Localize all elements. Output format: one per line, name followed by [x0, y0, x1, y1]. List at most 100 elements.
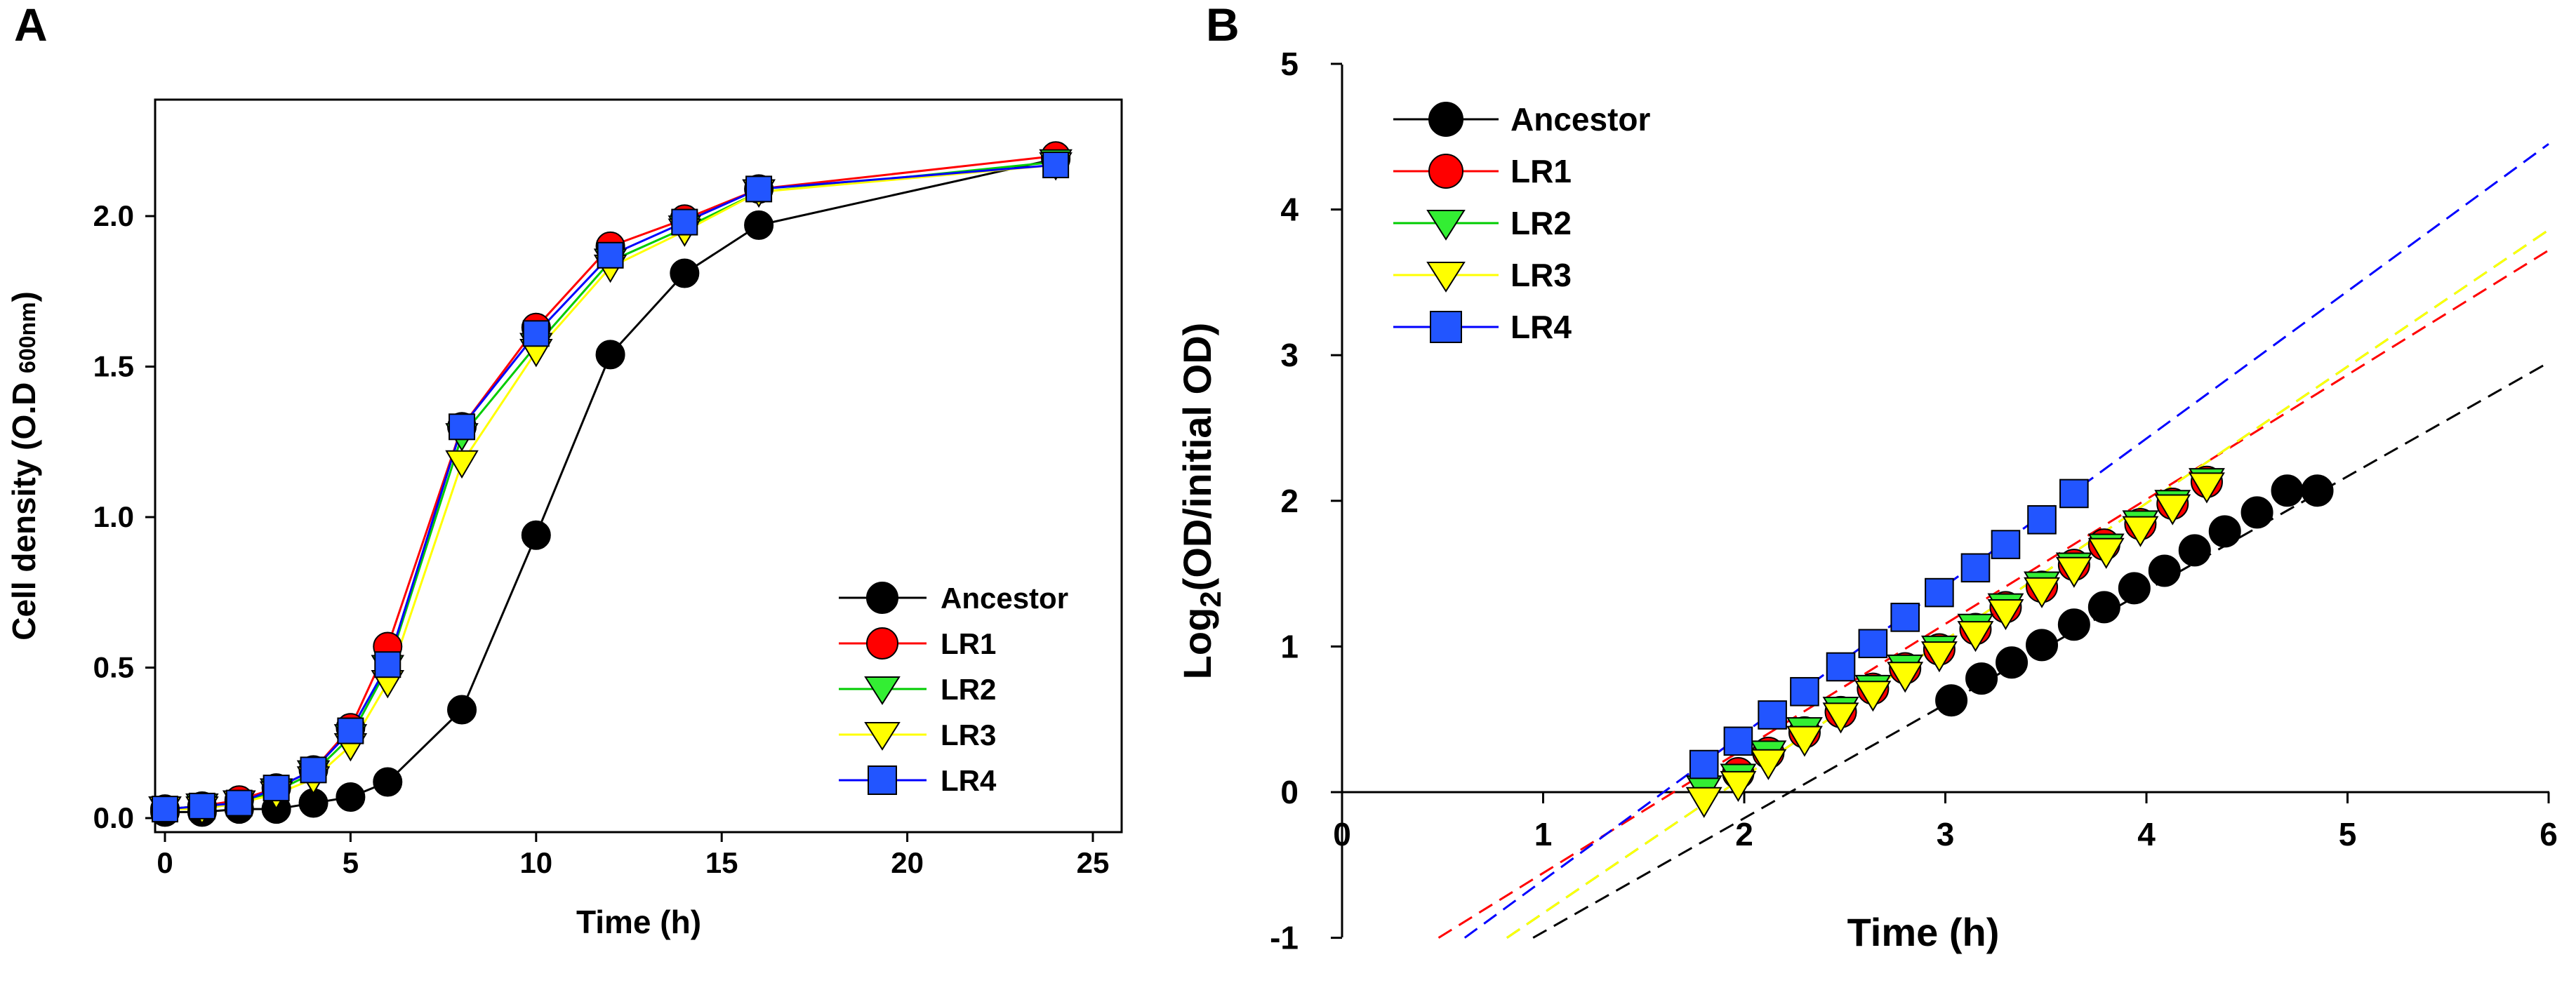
data-point-lr4: [1758, 700, 1787, 730]
data-point-lr4: [522, 320, 550, 347]
data-point-ancestor: [2118, 572, 2151, 605]
panel-a-x-ticks: 0 5 10 15 20 25: [157, 832, 1109, 879]
x-tick-label: 25: [1077, 846, 1110, 879]
data-point-lr4: [671, 208, 698, 236]
panel-b-y-axis-title: Log2(OD/initial OD): [1175, 323, 1227, 680]
legend-marker: [866, 627, 898, 660]
data-point-ancestor: [2208, 515, 2241, 548]
data-point-lr3: [2154, 494, 2191, 526]
panel-b-x-axis-title: Time (h): [1847, 910, 2000, 954]
legend-item: Ancestor: [1393, 101, 1650, 138]
data-point-lr4: [1790, 676, 1819, 707]
data-point-ancestor: [2301, 474, 2334, 507]
data-point-lr3: [445, 450, 479, 479]
panel-b-y-ticks: -1 0 1 2 3 4 5: [1270, 46, 1342, 956]
data-point-lr4: [2027, 504, 2057, 535]
data-point-lr3: [2024, 577, 2060, 608]
legend-marker: [864, 676, 901, 705]
panel-a-legend: Ancestor LR1 LR2 LR3 LR4: [839, 582, 1068, 797]
data-point-lr4: [1826, 652, 1856, 682]
panel-a-y-axis-title: Cell density (O.D 600nm): [6, 291, 42, 641]
y-tick-label: 3: [1280, 337, 1299, 373]
x-tick-label: 4: [2137, 816, 2156, 852]
y-tick-label: 5: [1280, 46, 1299, 82]
legend-marker: [1426, 262, 1466, 293]
data-point-lr4: [1925, 577, 1954, 608]
x-tick-label: 2: [1735, 816, 1753, 852]
data-point-lr4: [374, 651, 401, 678]
data-point-lr3: [2055, 556, 2092, 588]
data-point-lr3: [2087, 537, 2125, 569]
data-point-lr3: [1786, 725, 1823, 757]
data-point-ancestor: [595, 340, 625, 370]
data-point-lr4: [1042, 152, 1070, 179]
y-tick-label: 0.0: [93, 801, 134, 834]
legend-marker: [866, 582, 898, 614]
y-tick-label: -1: [1270, 920, 1299, 956]
data-point-ancestor: [2057, 608, 2090, 641]
legend-label: Ancestor: [941, 582, 1068, 615]
data-point-lr4: [1689, 749, 1719, 780]
data-point-ancestor: [2271, 474, 2304, 507]
legend-item: Ancestor: [839, 582, 1068, 615]
data-point-ancestor: [336, 782, 366, 812]
legend-item: LR1: [1393, 153, 1572, 189]
data-point-ancestor: [1965, 662, 1998, 695]
data-point-lr4: [1858, 629, 1888, 659]
y-tick-label: 1: [1280, 628, 1299, 664]
x-tick-label: 0: [1333, 816, 1351, 852]
data-point-ancestor: [1996, 646, 2029, 679]
legend-item: LR3: [1393, 257, 1572, 293]
panel-b-x-ticks: 0 1 2 3 4 5 6: [1333, 792, 2558, 852]
legend-item: LR4: [1393, 309, 1572, 345]
y-tick-label: 1.5: [93, 350, 134, 383]
data-point-lr4: [1890, 603, 1920, 632]
data-point-lr4: [449, 413, 476, 441]
data-point-ancestor: [373, 767, 403, 797]
panel-b-series: [1685, 465, 2334, 818]
data-point-ancestor: [1935, 684, 1968, 717]
y-tick-label: 0: [1280, 774, 1299, 810]
data-point-lr3: [1685, 787, 1722, 818]
legend-marker: [1428, 154, 1463, 189]
legend-marker: [1426, 210, 1466, 241]
panel-a-series: [148, 141, 1073, 827]
panel-b-legend: Ancestor LR1 LR2 LR3 LR4: [1393, 101, 1650, 345]
legend-marker: [1428, 102, 1463, 137]
data-point-lr3: [1957, 621, 1994, 653]
data-point-lr3: [1987, 598, 2024, 631]
data-point-ancestor: [2026, 629, 2059, 662]
x-tick-label: 1: [1534, 816, 1553, 852]
x-tick-label: 0: [157, 846, 173, 879]
data-point-lr4: [152, 796, 178, 823]
data-point-lr4: [225, 789, 253, 817]
data-point-ancestor: [2087, 591, 2120, 624]
data-point-lr3: [1920, 641, 1958, 673]
legend-item: LR4: [839, 764, 997, 797]
legend-label: LR3: [941, 718, 996, 751]
legend-label: LR4: [1511, 309, 1572, 345]
legend-item: LR3: [839, 718, 996, 751]
data-point-lr4: [1723, 726, 1753, 756]
legend-item: LR2: [839, 673, 996, 706]
legend-label: LR2: [1511, 205, 1572, 241]
legend-marker: [868, 765, 897, 795]
data-point-ancestor: [670, 258, 700, 288]
data-point-lr4: [745, 175, 773, 203]
data-point-lr3: [1887, 662, 1924, 693]
legend-label: LR4: [941, 764, 997, 797]
data-point-ancestor: [2240, 496, 2273, 529]
panel-a: A 0 5 10 15 20 25 0.0 0.5 1.0 1.5 2.0 Time (h) Ce…: [6, 0, 1123, 940]
data-point-lr4: [337, 717, 364, 744]
x-tick-label: 5: [2339, 816, 2357, 852]
legend-item: LR1: [839, 627, 996, 660]
data-point-lr4: [1991, 530, 2021, 559]
panel-a-x-axis-title: Time (h): [576, 904, 701, 940]
data-point-ancestor: [521, 520, 551, 550]
y-tick-label: 1.0: [93, 500, 134, 533]
panel-a-label: A: [14, 0, 48, 51]
panel-a-y-ticks: 0.0 0.5 1.0 1.5 2.0: [93, 199, 155, 834]
data-point-lr3: [1720, 770, 1757, 803]
